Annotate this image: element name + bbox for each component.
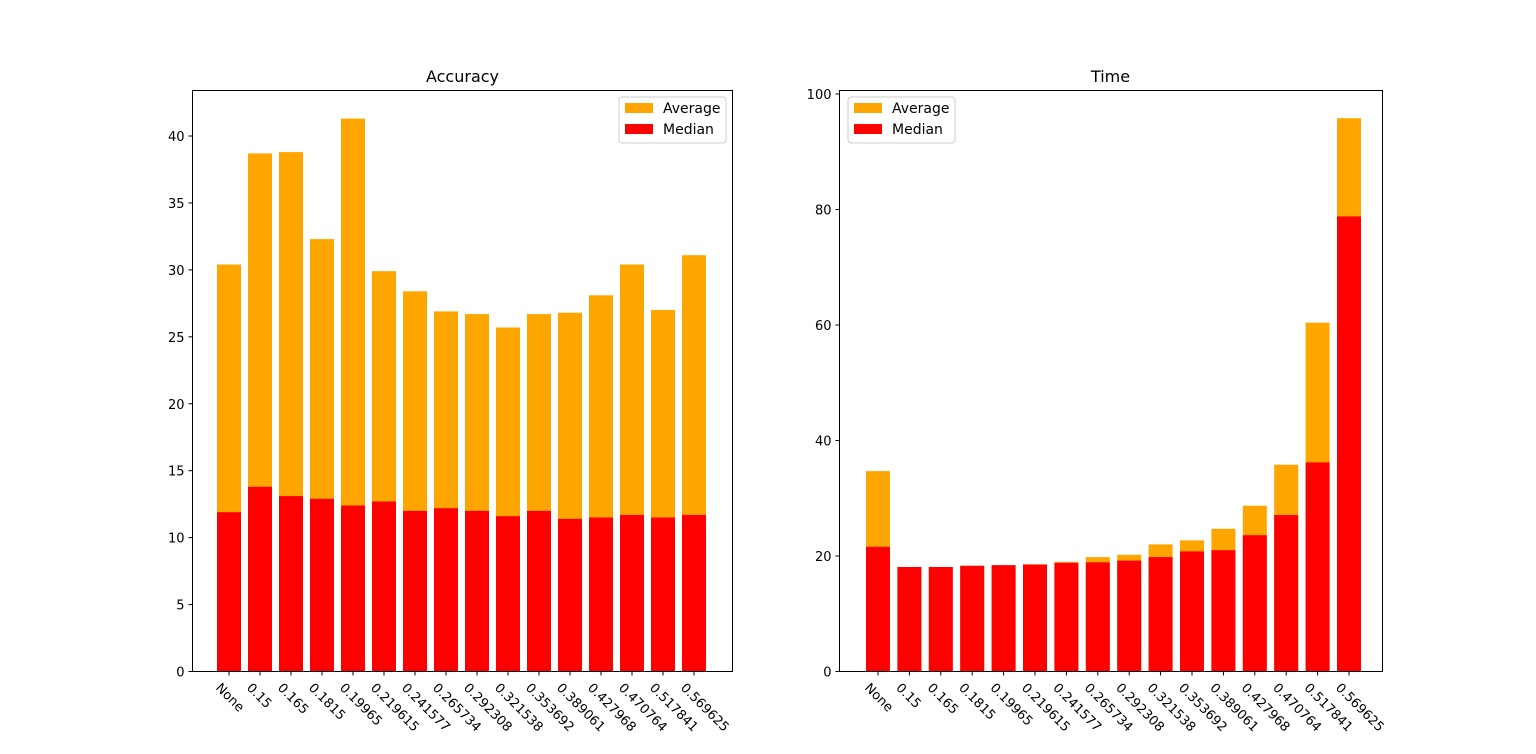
- accuracy-bar-median-5: [372, 501, 396, 672]
- accuracy-bar-median-3: [310, 498, 334, 672]
- time-bar-median-10: [1180, 551, 1204, 672]
- accuracy-bar-median-9: [496, 516, 520, 672]
- chart-title-time: Time: [1090, 67, 1130, 86]
- accuracy-bar-median-2: [279, 496, 303, 672]
- time-bar-median-8: [1117, 560, 1142, 672]
- legend-swatch-median: [625, 124, 653, 134]
- time-bar-median-4: [991, 565, 1016, 672]
- accuracy-bar-median-0: [217, 512, 241, 672]
- legend-label-average: Average: [892, 101, 950, 117]
- time-y-axis-ticks: 0 20 40 60 80 100: [807, 88, 840, 681]
- time-bar-median-15: [1337, 216, 1361, 672]
- time-bar-median-9: [1148, 557, 1173, 672]
- time-bar-median-11: [1211, 550, 1236, 672]
- accuracy-y-tick-label: 5: [176, 599, 184, 614]
- accuracy-bars: [217, 118, 706, 672]
- accuracy-legend: Average Median: [618, 96, 727, 144]
- time-bar-median-2: [928, 567, 953, 672]
- legend-swatch-average: [625, 103, 653, 113]
- accuracy-bar-median-4: [341, 505, 365, 672]
- time-bar-median-14: [1305, 462, 1330, 672]
- accuracy-bar-median-11: [558, 518, 582, 672]
- accuracy-bar-median-15: [682, 514, 706, 672]
- accuracy-bar-median-13: [620, 514, 644, 672]
- accuracy-bar-median-8: [465, 510, 489, 672]
- chart-title-accuracy: Accuracy: [426, 67, 499, 86]
- time-y-tick-label: 0: [823, 666, 831, 681]
- time-bar-median-1: [897, 567, 922, 672]
- accuracy-plot-frame: [192, 90, 733, 672]
- time-bars: [866, 118, 1361, 672]
- accuracy-bar-median-12: [589, 517, 613, 672]
- legend-label-median: Median: [892, 122, 943, 138]
- time-y-tick-label: 80: [815, 203, 832, 218]
- time-bar-median-6: [1054, 562, 1079, 672]
- accuracy-bar-median-7: [434, 508, 458, 672]
- accuracy-bar-median-10: [527, 510, 551, 672]
- time-y-tick-label: 100: [807, 88, 832, 103]
- legend-swatch-average: [854, 103, 882, 113]
- time-y-tick-label: 60: [815, 319, 832, 334]
- accuracy-y-tick-label: 35: [168, 197, 185, 212]
- accuracy-y-tick-label: 25: [168, 331, 185, 346]
- time-y-tick-label: 20: [815, 550, 832, 565]
- time-bar-median-5: [1023, 564, 1047, 672]
- accuracy-y-tick-label: 0: [176, 666, 184, 681]
- accuracy-y-tick-label: 10: [168, 532, 185, 547]
- accuracy-y-axis-ticks: 0 5 10 15 20 25 30 35 40: [168, 130, 193, 681]
- legend-swatch-median: [854, 124, 882, 134]
- accuracy-y-tick-label: 40: [168, 130, 185, 145]
- accuracy-bar-median-6: [403, 510, 427, 672]
- legend-label-median: Median: [663, 122, 714, 138]
- accuracy-y-tick-label: 20: [168, 398, 185, 413]
- accuracy-bar-median-14: [651, 517, 675, 672]
- time-bar-median-0: [866, 546, 890, 672]
- time-bar-median-7: [1085, 562, 1110, 672]
- time-legend: Average Median: [847, 96, 956, 144]
- legend-label-average: Average: [663, 101, 721, 117]
- time-plot-frame: [839, 90, 1383, 672]
- accuracy-y-tick-label: 15: [168, 465, 185, 480]
- time-bar-median-13: [1274, 515, 1299, 672]
- time-bar-median-12: [1242, 535, 1267, 672]
- accuracy-bar-median-1: [248, 486, 272, 672]
- accuracy-y-tick-label: 30: [168, 264, 185, 279]
- time-y-tick-label: 40: [815, 434, 832, 449]
- time-bar-median-3: [960, 565, 985, 672]
